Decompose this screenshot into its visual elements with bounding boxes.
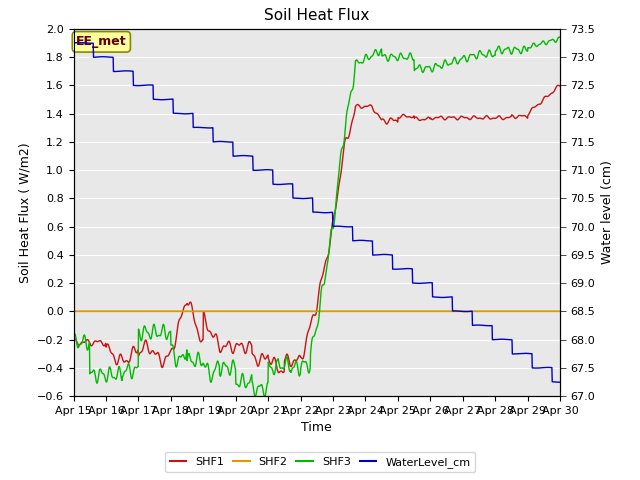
Line: SHF1: SHF1 [74, 85, 560, 372]
SHF3 [456, 58, 463, 63]
WaterLevel_cm [232, 153, 240, 159]
Y-axis label: Water level (cm): Water level (cm) [601, 160, 614, 264]
SHF1 [70, 337, 77, 343]
WaterLevel_cm [456, 308, 463, 314]
WaterLevel_cm [556, 379, 564, 385]
Line: WaterLevel_cm: WaterLevel_cm [74, 29, 560, 382]
SHF3 [232, 381, 240, 387]
SHF1 [554, 83, 562, 88]
SHF2 [456, 308, 463, 314]
WaterLevel_cm [499, 336, 506, 342]
SHF2 [392, 308, 399, 314]
SHF3 [260, 395, 268, 400]
SHF3 [166, 329, 174, 335]
SHF2 [70, 308, 77, 314]
SHF2 [166, 308, 174, 314]
Y-axis label: Soil Heat Flux ( W/m2): Soil Heat Flux ( W/m2) [18, 142, 31, 283]
WaterLevel_cm [70, 26, 77, 32]
SHF1 [456, 115, 463, 120]
Title: Soil Heat Flux: Soil Heat Flux [264, 9, 369, 24]
SHF3 [556, 35, 564, 40]
SHF2 [556, 308, 564, 314]
SHF2 [178, 308, 186, 314]
SHF1 [392, 118, 400, 123]
SHF1 [275, 370, 283, 375]
SHF3 [392, 56, 400, 61]
WaterLevel_cm [178, 111, 186, 117]
SHF3 [70, 336, 77, 342]
SHF1 [556, 83, 564, 89]
X-axis label: Time: Time [301, 421, 332, 434]
SHF1 [232, 341, 240, 347]
SHF3 [499, 50, 506, 56]
SHF2 [499, 308, 506, 314]
Text: EE_met: EE_met [76, 36, 127, 48]
SHF1 [499, 117, 506, 122]
SHF1 [178, 312, 186, 318]
WaterLevel_cm [556, 379, 563, 385]
WaterLevel_cm [166, 96, 174, 102]
Line: SHF3: SHF3 [74, 37, 560, 397]
SHF3 [555, 34, 563, 40]
SHF3 [178, 353, 186, 359]
SHF1 [166, 349, 174, 355]
Legend: SHF1, SHF2, SHF3, WaterLevel_cm: SHF1, SHF2, SHF3, WaterLevel_cm [165, 452, 475, 472]
SHF2 [232, 308, 240, 314]
WaterLevel_cm [392, 266, 399, 272]
